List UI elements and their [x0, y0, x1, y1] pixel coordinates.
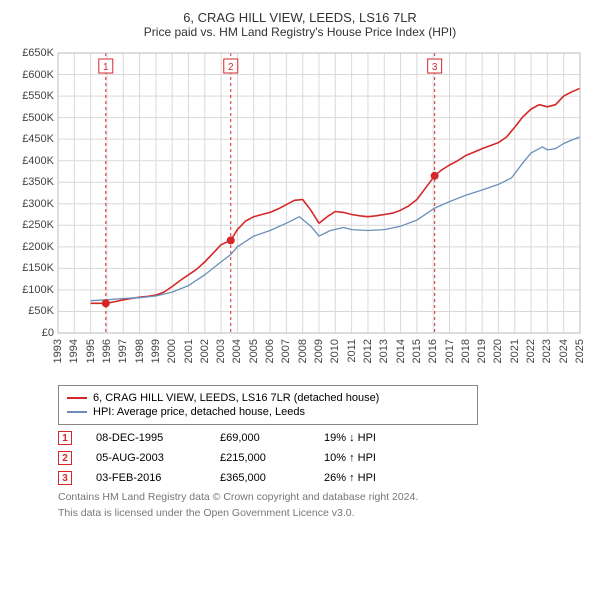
- x-axis-tick-label: 2020: [492, 339, 504, 363]
- transaction-marker: 2: [58, 451, 72, 465]
- x-axis-tick-label: 2022: [525, 339, 537, 363]
- transaction-price: £365,000: [220, 472, 300, 484]
- y-axis-tick-label: £100K: [22, 284, 54, 296]
- x-axis-tick-label: 1997: [117, 339, 129, 363]
- y-axis-tick-label: £50K: [28, 305, 54, 317]
- transaction-marker: 3: [58, 471, 72, 485]
- x-axis-tick-label: 2016: [427, 339, 439, 363]
- y-axis-tick-label: £550K: [22, 90, 54, 102]
- legend-label: HPI: Average price, detached house, Leed…: [93, 406, 305, 418]
- transaction-row: 1 08-DEC-1995 £69,000 19% ↓ HPI: [58, 431, 590, 445]
- y-axis-tick-label: £250K: [22, 219, 54, 231]
- chart-legend: 6, CRAG HILL VIEW, LEEDS, LS16 7LR (deta…: [58, 385, 478, 425]
- transaction-delta: 26% ↑ HPI: [324, 472, 376, 484]
- x-axis-tick-label: 1996: [101, 339, 113, 363]
- x-axis-tick-label: 1993: [52, 339, 64, 363]
- x-axis-tick-label: 2015: [411, 339, 423, 363]
- transaction-delta: 19% ↓ HPI: [324, 432, 376, 444]
- x-axis-tick-label: 2008: [297, 339, 309, 363]
- chart-canvas: 1 2 3: [10, 47, 590, 377]
- x-axis-tick-label: 2007: [280, 339, 292, 363]
- y-axis-tick-label: £600K: [22, 69, 54, 81]
- transaction-delta: 10% ↑ HPI: [324, 452, 376, 464]
- legend-swatch: [67, 397, 87, 399]
- x-axis-tick-label: 2006: [264, 339, 276, 363]
- svg-text:1: 1: [103, 62, 109, 73]
- y-axis-tick-label: £450K: [22, 133, 54, 145]
- chart-subtitle: Price paid vs. HM Land Registry's House …: [10, 25, 590, 39]
- x-axis-tick-label: 2025: [574, 339, 586, 363]
- x-axis-tick-label: 2009: [313, 339, 325, 363]
- x-axis-tick-label: 2023: [541, 339, 553, 363]
- transaction-row: 3 03-FEB-2016 £365,000 26% ↑ HPI: [58, 471, 590, 485]
- transaction-date: 08-DEC-1995: [96, 432, 196, 444]
- x-axis-tick-label: 2013: [378, 339, 390, 363]
- transaction-price: £69,000: [220, 432, 300, 444]
- x-axis-tick-label: 2000: [166, 339, 178, 363]
- x-axis-tick-label: 2005: [248, 339, 260, 363]
- svg-text:3: 3: [432, 62, 438, 73]
- x-axis-tick-label: 2002: [199, 339, 211, 363]
- transactions-table: 1 08-DEC-1995 £69,000 19% ↓ HPI 2 05-AUG-2003…: [58, 431, 590, 485]
- transaction-price: £215,000: [220, 452, 300, 464]
- x-axis-tick-label: 2018: [460, 339, 472, 363]
- attribution-line-1: Contains HM Land Registry data © Crown c…: [58, 491, 590, 503]
- x-axis-tick-label: 2001: [183, 339, 195, 363]
- y-axis-tick-label: £400K: [22, 155, 54, 167]
- x-axis-tick-label: 1998: [134, 339, 146, 363]
- x-axis-tick-label: 2021: [509, 339, 521, 363]
- transaction-marker: 1: [58, 431, 72, 445]
- x-axis-tick-label: 2017: [444, 339, 456, 363]
- y-axis-tick-label: £650K: [22, 47, 54, 59]
- x-axis-tick-label: 2004: [231, 339, 243, 363]
- legend-item: HPI: Average price, detached house, Leed…: [67, 406, 469, 418]
- x-axis-tick-label: 2012: [362, 339, 374, 363]
- legend-swatch: [67, 411, 87, 413]
- legend-item: 6, CRAG HILL VIEW, LEEDS, LS16 7LR (deta…: [67, 392, 469, 404]
- y-axis-tick-label: £0: [42, 327, 54, 339]
- y-axis-tick-label: £150K: [22, 262, 54, 274]
- x-axis-tick-label: 2011: [346, 339, 358, 363]
- y-axis-tick-label: £300K: [22, 198, 54, 210]
- transaction-row: 2 05-AUG-2003 £215,000 10% ↑ HPI: [58, 451, 590, 465]
- x-axis-tick-label: 2024: [558, 339, 570, 363]
- chart-title: 6, CRAG HILL VIEW, LEEDS, LS16 7LR: [10, 10, 590, 25]
- price-chart: 1 2 3 £0 £50K £100K £150K £200K £250K £300K £350K…: [10, 47, 590, 377]
- x-axis-tick-label: 1999: [150, 339, 162, 363]
- transaction-date: 05-AUG-2003: [96, 452, 196, 464]
- y-axis-tick-label: £350K: [22, 176, 54, 188]
- y-axis-tick-label: £200K: [22, 241, 54, 253]
- x-axis-tick-label: 2019: [476, 339, 488, 363]
- x-axis-tick-label: 2003: [215, 339, 227, 363]
- legend-label: 6, CRAG HILL VIEW, LEEDS, LS16 7LR (deta…: [93, 392, 379, 404]
- x-axis-tick-label: 2014: [395, 339, 407, 363]
- x-axis-tick-label: 2010: [329, 339, 341, 363]
- x-axis-tick-label: 1995: [85, 339, 97, 363]
- x-axis-tick-label: 1994: [68, 339, 80, 363]
- y-axis-tick-label: £500K: [22, 112, 54, 124]
- transaction-date: 03-FEB-2016: [96, 472, 196, 484]
- attribution-line-2: This data is licensed under the Open Gov…: [58, 507, 590, 519]
- svg-text:2: 2: [228, 62, 234, 73]
